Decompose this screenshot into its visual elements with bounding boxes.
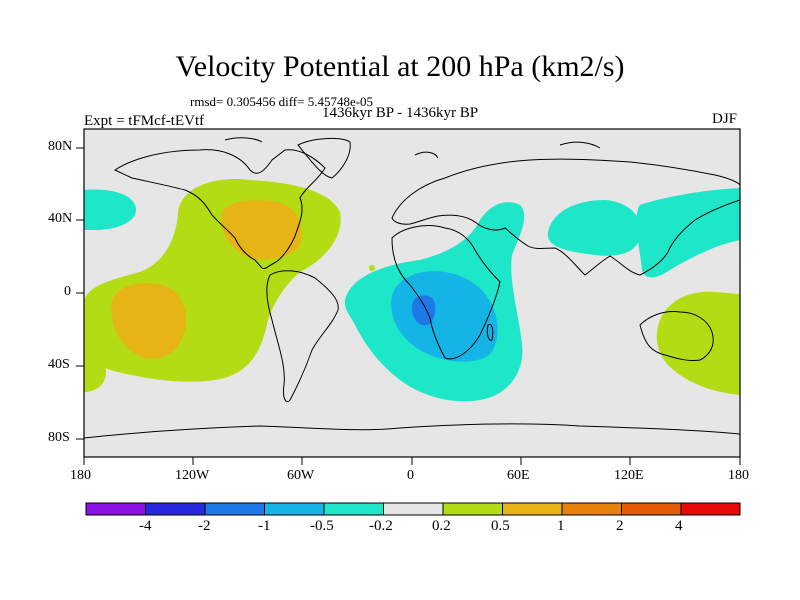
lon-tick-120e: 120E bbox=[614, 468, 644, 483]
colorbar-cell-6 bbox=[443, 503, 503, 515]
colorbar-cell-5 bbox=[383, 503, 443, 515]
region-negative-africa-core bbox=[391, 271, 498, 362]
coastlines bbox=[84, 137, 740, 439]
region-negative-asia bbox=[547, 200, 641, 256]
coast-south-america bbox=[266, 270, 339, 403]
region-positive-pacific bbox=[111, 283, 187, 359]
colorbar-label-9: 4 bbox=[675, 518, 683, 534]
coast-greenland bbox=[297, 137, 351, 179]
colorbar-label-8: 2 bbox=[616, 518, 624, 534]
colorbar-cell-0 bbox=[86, 503, 146, 515]
colorbar-cell-2 bbox=[205, 503, 265, 515]
contour-field bbox=[84, 129, 740, 457]
colorbar-label-0: -4 bbox=[139, 518, 152, 534]
coast-australia bbox=[639, 311, 714, 361]
colorbar-label-1: -2 bbox=[198, 518, 211, 534]
colorbar-cell-10 bbox=[681, 503, 740, 515]
axis-ticks bbox=[76, 147, 741, 465]
lat-tick-80s: 80S bbox=[48, 430, 70, 445]
period-label: 1436kyr BP - 1436kyr BP bbox=[322, 105, 479, 121]
colorbar-cell-9 bbox=[621, 503, 681, 515]
lon-tick-180w: 180 bbox=[70, 468, 91, 483]
coast-madagascar bbox=[486, 323, 494, 341]
map-title: Velocity Potential at 200 hPa (km2/s) bbox=[175, 50, 625, 83]
colorbar-cell-3 bbox=[264, 503, 324, 515]
lat-tick-40s: 40S bbox=[48, 357, 70, 372]
lat-tick-80n: 80N bbox=[48, 139, 73, 154]
region-positive-australia bbox=[656, 291, 740, 395]
lat-tick-40n: 40N bbox=[48, 211, 73, 226]
colorbar-cell-4 bbox=[324, 503, 384, 515]
colorbar-cell-8 bbox=[562, 503, 622, 515]
coast-antarctica bbox=[84, 423, 740, 439]
coast-north-america bbox=[113, 149, 326, 269]
lat-tick-0: 0 bbox=[64, 284, 71, 299]
coast-arctic-islands bbox=[224, 137, 601, 159]
experiment-label: Expt = tFMcf-tEVtf bbox=[84, 113, 205, 129]
lon-tick-0: 0 bbox=[407, 468, 414, 483]
colorbar-label-2: -1 bbox=[258, 518, 271, 534]
lon-tick-60e: 60E bbox=[507, 468, 530, 483]
season-label: DJF bbox=[712, 111, 738, 127]
region-positive-us bbox=[221, 200, 302, 260]
stats-text: rmsd= 0.305456 diff= 5.45748e-05 bbox=[190, 94, 374, 109]
point-island bbox=[369, 265, 375, 271]
lon-tick-60w: 60W bbox=[287, 468, 315, 483]
region-positive-west-edge bbox=[84, 345, 106, 392]
lon-tick-180e: 180 bbox=[728, 468, 749, 483]
region-negative-west-edge bbox=[84, 189, 136, 230]
colorbar-label-7: 1 bbox=[557, 518, 565, 534]
colorbar-label-6: 0.5 bbox=[491, 518, 510, 534]
lon-tick-120w: 120W bbox=[175, 468, 210, 483]
colorbar-label-4: -0.2 bbox=[369, 518, 393, 534]
colorbar-label-5: 0.2 bbox=[432, 518, 451, 534]
coast-eurasia bbox=[391, 158, 740, 276]
colorbar-cell-1 bbox=[145, 503, 205, 515]
colorbar bbox=[85, 502, 741, 516]
colorbar-label-3: -0.5 bbox=[310, 518, 334, 534]
colorbar-cell-7 bbox=[502, 503, 562, 515]
coast-africa bbox=[391, 225, 501, 360]
